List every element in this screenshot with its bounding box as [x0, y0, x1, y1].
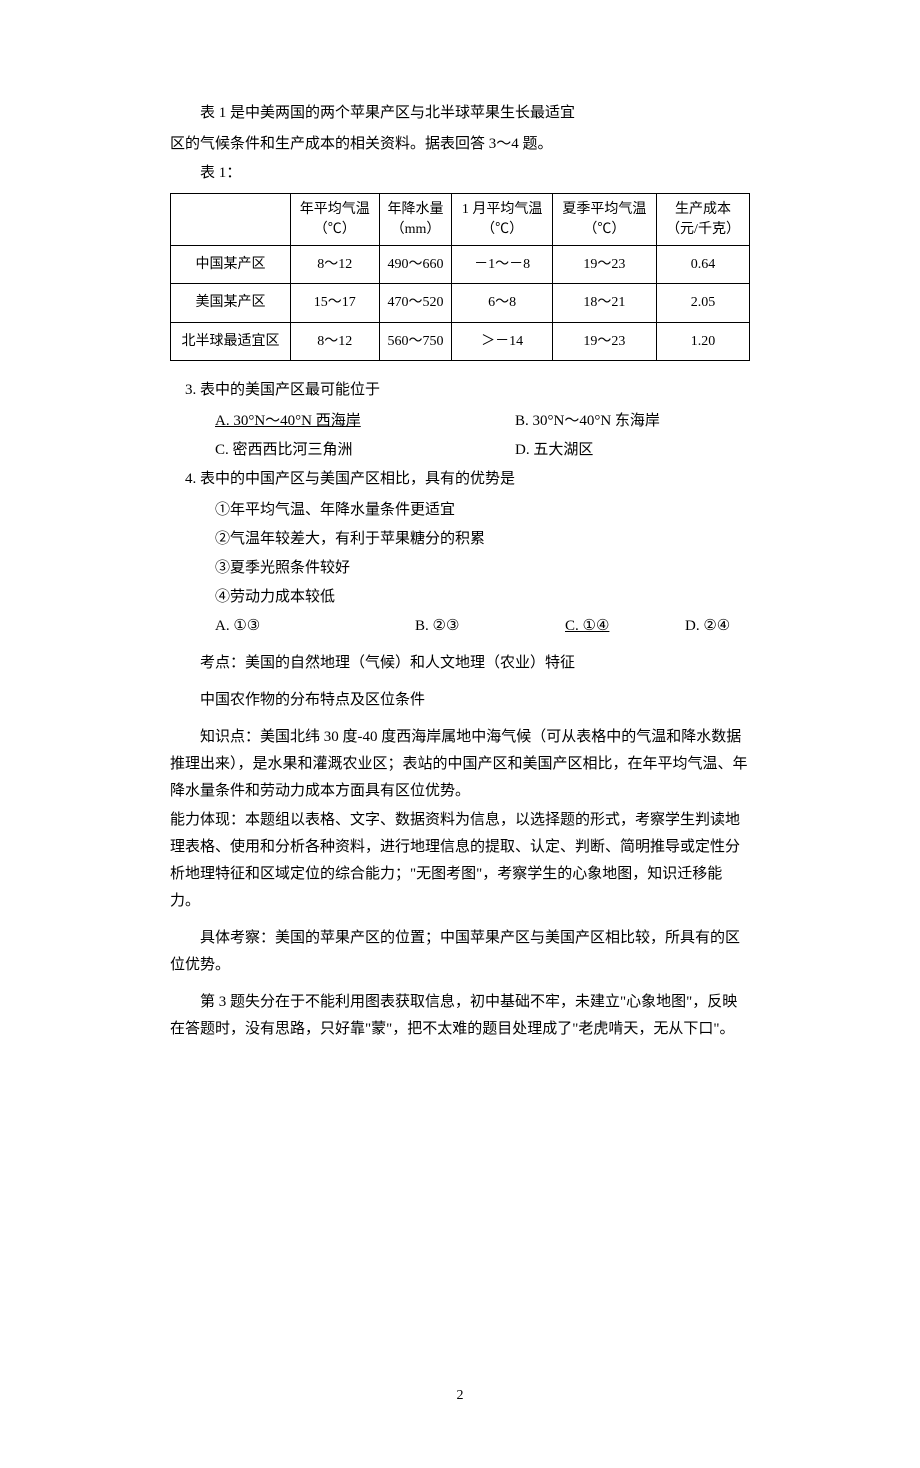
q3-opt-a: A. 30°N～40°N 西海岸: [215, 408, 515, 435]
cell-label: 北半球最适宜区: [171, 322, 291, 360]
cell: 8～12: [290, 322, 379, 360]
cell-label: 美国某产区: [171, 284, 291, 322]
q4-item3: ③夏季光照条件较好: [215, 555, 750, 582]
cell: 0.64: [657, 246, 750, 284]
table-label: 表 1：: [170, 160, 750, 187]
analysis-p3: 知识点：美国北纬 30 度-40 度西海岸属地中海气候（可从表格中的气温和降水数…: [170, 724, 750, 805]
cell: 490～660: [379, 246, 452, 284]
q3-options-row1: A. 30°N～40°N 西海岸 B. 30°N～40°N 东海岸: [215, 408, 750, 435]
q3-opt-c: C. 密西西比河三角洲: [215, 437, 515, 464]
q4-opt-c: C. ①④: [565, 613, 685, 640]
intro-line2: 区的气候条件和生产成本的相关资料。据表回答 3～4 题。: [170, 131, 750, 158]
th-blank: [171, 194, 291, 246]
cell: 6～8: [452, 284, 552, 322]
q4-opt-d: D. ②④: [685, 613, 750, 640]
cell: ＞－14: [452, 322, 552, 360]
cell: 19～23: [552, 322, 656, 360]
q4-opt-b: B. ②③: [415, 613, 565, 640]
cell: 8～12: [290, 246, 379, 284]
analysis-p2: 中国农作物的分布特点及区位条件: [170, 687, 750, 714]
q4-stem: 4. 表中的中国产区与美国产区相比，具有的优势是: [185, 466, 750, 493]
table-row: 北半球最适宜区 8～12 560～750 ＞－14 19～23 1.20: [171, 322, 750, 360]
cell: 15～17: [290, 284, 379, 322]
q4-opt-a: A. ①③: [215, 613, 415, 640]
intro-line1: 表 1 是中美两国的两个苹果产区与北半球苹果生长最适宜: [170, 100, 750, 127]
table-row: 美国某产区 15～17 470～520 6～8 18～21 2.05: [171, 284, 750, 322]
cell: －1～－8: [452, 246, 552, 284]
cell-label: 中国某产区: [171, 246, 291, 284]
cell: 470～520: [379, 284, 452, 322]
q4-item4: ④劳动力成本较低: [215, 584, 750, 611]
q3-opt-b: B. 30°N～40°N 东海岸: [515, 408, 750, 435]
analysis-p1: 考点：美国的自然地理（气候）和人文地理（农业）特征: [170, 650, 750, 677]
th-summer: 夏季平均气温（℃）: [552, 194, 656, 246]
cell: 2.05: [657, 284, 750, 322]
q3-opt-d: D. 五大湖区: [515, 437, 750, 464]
analysis-p6: 第 3 题失分在于不能利用图表获取信息，初中基础不牢，未建立"心象地图"，反映在…: [170, 989, 750, 1043]
analysis-p4: 能力体现：本题组以表格、文字、数据资料为信息，以选择题的形式，考察学生判读地理表…: [170, 807, 750, 915]
cell: 19～23: [552, 246, 656, 284]
table-row: 中国某产区 8～12 490～660 －1～－8 19～23 0.64: [171, 246, 750, 284]
cell: 560～750: [379, 322, 452, 360]
cell: 1.20: [657, 322, 750, 360]
th-precip: 年降水量（mm）: [379, 194, 452, 246]
page-number: 2: [170, 1383, 750, 1408]
q3-stem: 3. 表中的美国产区最可能位于: [185, 377, 750, 404]
q4-options: A. ①③ B. ②③ C. ①④ D. ②④: [215, 613, 750, 640]
q4-item2: ②气温年较差大，有利于苹果糖分的积累: [215, 526, 750, 553]
th-temp: 年平均气温（℃）: [290, 194, 379, 246]
data-table: 年平均气温（℃） 年降水量（mm） 1 月平均气温（℃） 夏季平均气温（℃） 生…: [170, 193, 750, 361]
cell: 18～21: [552, 284, 656, 322]
q4-item1: ①年平均气温、年降水量条件更适宜: [215, 497, 750, 524]
q3-options-row2: C. 密西西比河三角洲 D. 五大湖区: [215, 437, 750, 464]
th-jan: 1 月平均气温（℃）: [452, 194, 552, 246]
th-cost: 生产成本（元/千克）: [657, 194, 750, 246]
analysis-p5: 具体考察：美国的苹果产区的位置；中国苹果产区与美国产区相比较，所具有的区位优势。: [170, 925, 750, 979]
table-header-row: 年平均气温（℃） 年降水量（mm） 1 月平均气温（℃） 夏季平均气温（℃） 生…: [171, 194, 750, 246]
